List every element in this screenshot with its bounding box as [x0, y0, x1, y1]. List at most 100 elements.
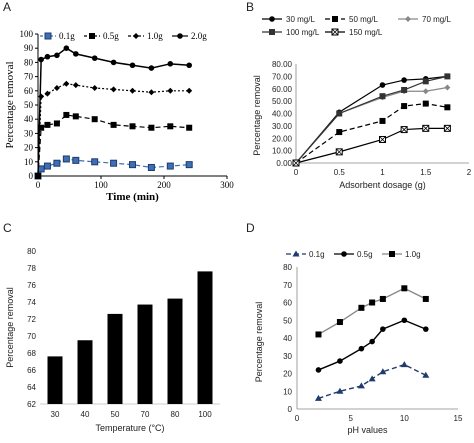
data-point-2: [422, 88, 429, 95]
legend-label-3: 2.0g: [191, 31, 207, 41]
data-point-4-cross: [400, 126, 408, 133]
legend-label-1: 0.5g: [103, 31, 119, 41]
legend-label-0: 0.1g: [59, 31, 75, 41]
y-tick-label: 70.00: [272, 72, 293, 81]
data-point-3: [44, 53, 51, 60]
y-tick-label: 80.00: [272, 60, 293, 69]
bar: [167, 298, 183, 404]
y-tick-label: 60: [283, 299, 292, 308]
x-tick-label: 50: [111, 410, 120, 419]
series-line-2: [318, 287, 427, 336]
data-point-2: [110, 86, 117, 93]
y-tick-label: 74: [27, 298, 36, 307]
data-point-1: [379, 117, 386, 124]
x-tick-label: 70: [141, 410, 150, 419]
x-tick-label: 300: [220, 180, 234, 190]
y-tick-label: 70: [27, 332, 36, 341]
x-axis-title: Temperature (°C): [95, 423, 164, 433]
legend-marker-3: [269, 29, 275, 35]
y-tick-label: 64: [27, 383, 36, 392]
panel-letter-c: C: [3, 221, 12, 235]
data-point-0: [400, 361, 408, 368]
x-tick-label: 40: [81, 410, 90, 419]
data-point-0: [110, 159, 118, 167]
data-point-3: [63, 45, 70, 51]
data-point-0: [357, 382, 365, 389]
data-point-0: [379, 82, 386, 88]
series-line-0: [318, 363, 427, 400]
legend-marker-4: [331, 28, 339, 36]
bar: [47, 356, 63, 404]
data-point-2: [129, 87, 136, 94]
panel-letter-a: A: [3, 0, 11, 14]
data-point-1: [337, 358, 343, 364]
y-tick-label: 76: [27, 281, 36, 290]
data-point-3: [35, 173, 41, 179]
x-tick-label: 100: [198, 410, 212, 419]
y-tick-label: 70: [283, 281, 292, 290]
y-tick-label: 20: [24, 143, 34, 153]
y-tick-label: 50.00: [272, 97, 293, 106]
x-tick-label: 0: [294, 168, 299, 177]
x-axis-title: pH values: [347, 425, 388, 435]
y-axis-title: Percentage removal: [5, 287, 15, 368]
data-point-0: [422, 371, 430, 378]
legend-marker-2: [133, 33, 139, 39]
data-point-0: [91, 158, 99, 166]
panel-letter-b: B: [246, 0, 254, 14]
legend-marker-0: [44, 32, 52, 40]
data-point-3: [73, 51, 79, 57]
data-point-0: [53, 159, 61, 167]
panel-letter-d: D: [246, 221, 255, 235]
data-point-1: [129, 123, 136, 130]
data-point-3: [110, 59, 117, 66]
y-tick-label: 0.00: [276, 159, 292, 168]
y-tick-label: 0: [29, 171, 34, 181]
data-point-3: [186, 62, 192, 69]
series-line-0: [295, 75, 448, 164]
x-tick-label: 15: [454, 414, 463, 423]
legend-label-1: 50 mg/L: [349, 15, 378, 24]
y-axis-title: Percentage removal: [4, 61, 16, 148]
y-tick-label: 70: [24, 72, 34, 82]
data-point-3: [422, 78, 429, 85]
y-tick-label: 80: [283, 263, 292, 272]
y-tick-label: 20: [283, 370, 292, 379]
data-point-1: [423, 326, 429, 332]
x-tick-label: 0.5: [334, 168, 346, 177]
y-tick-label: 20.00: [272, 134, 293, 143]
legend-label-0: 0.1g: [309, 250, 325, 259]
data-point-0: [72, 156, 80, 164]
data-point-1: [38, 124, 45, 131]
data-point-2: [53, 84, 60, 91]
y-tick-label: 30: [24, 128, 34, 138]
data-point-1: [336, 129, 343, 136]
x-tick-label: 5: [348, 414, 353, 423]
y-tick-label: 100: [20, 29, 34, 39]
legend-marker-2: [389, 251, 395, 257]
data-point-1: [148, 124, 155, 131]
data-point-2: [72, 82, 79, 89]
data-point-4: [335, 148, 343, 156]
y-tick-label: 10: [283, 387, 292, 396]
data-point-0: [129, 161, 136, 169]
data-point-2: [315, 331, 322, 338]
data-point-1: [63, 111, 70, 118]
data-point-1: [401, 317, 408, 324]
data-point-3: [401, 86, 408, 93]
data-point-0: [336, 387, 344, 394]
data-point-1: [186, 124, 193, 131]
data-point-2: [63, 80, 70, 87]
data-point-0: [62, 155, 70, 163]
data-point-3: [444, 73, 451, 80]
data-point-1: [167, 123, 174, 130]
chart-panel-b: 0.00 10.00 20.00 30.00 40.00 50.00 60.00 70.00 8…: [252, 15, 472, 190]
data-point-0: [147, 163, 155, 171]
y-tick-label: 60.00: [272, 85, 293, 94]
bar: [137, 304, 153, 404]
data-point-3: [54, 52, 60, 59]
series-line-1: [318, 319, 427, 371]
legend-label-2: 1.0g: [147, 31, 163, 41]
y-tick-label: 10: [24, 157, 34, 167]
